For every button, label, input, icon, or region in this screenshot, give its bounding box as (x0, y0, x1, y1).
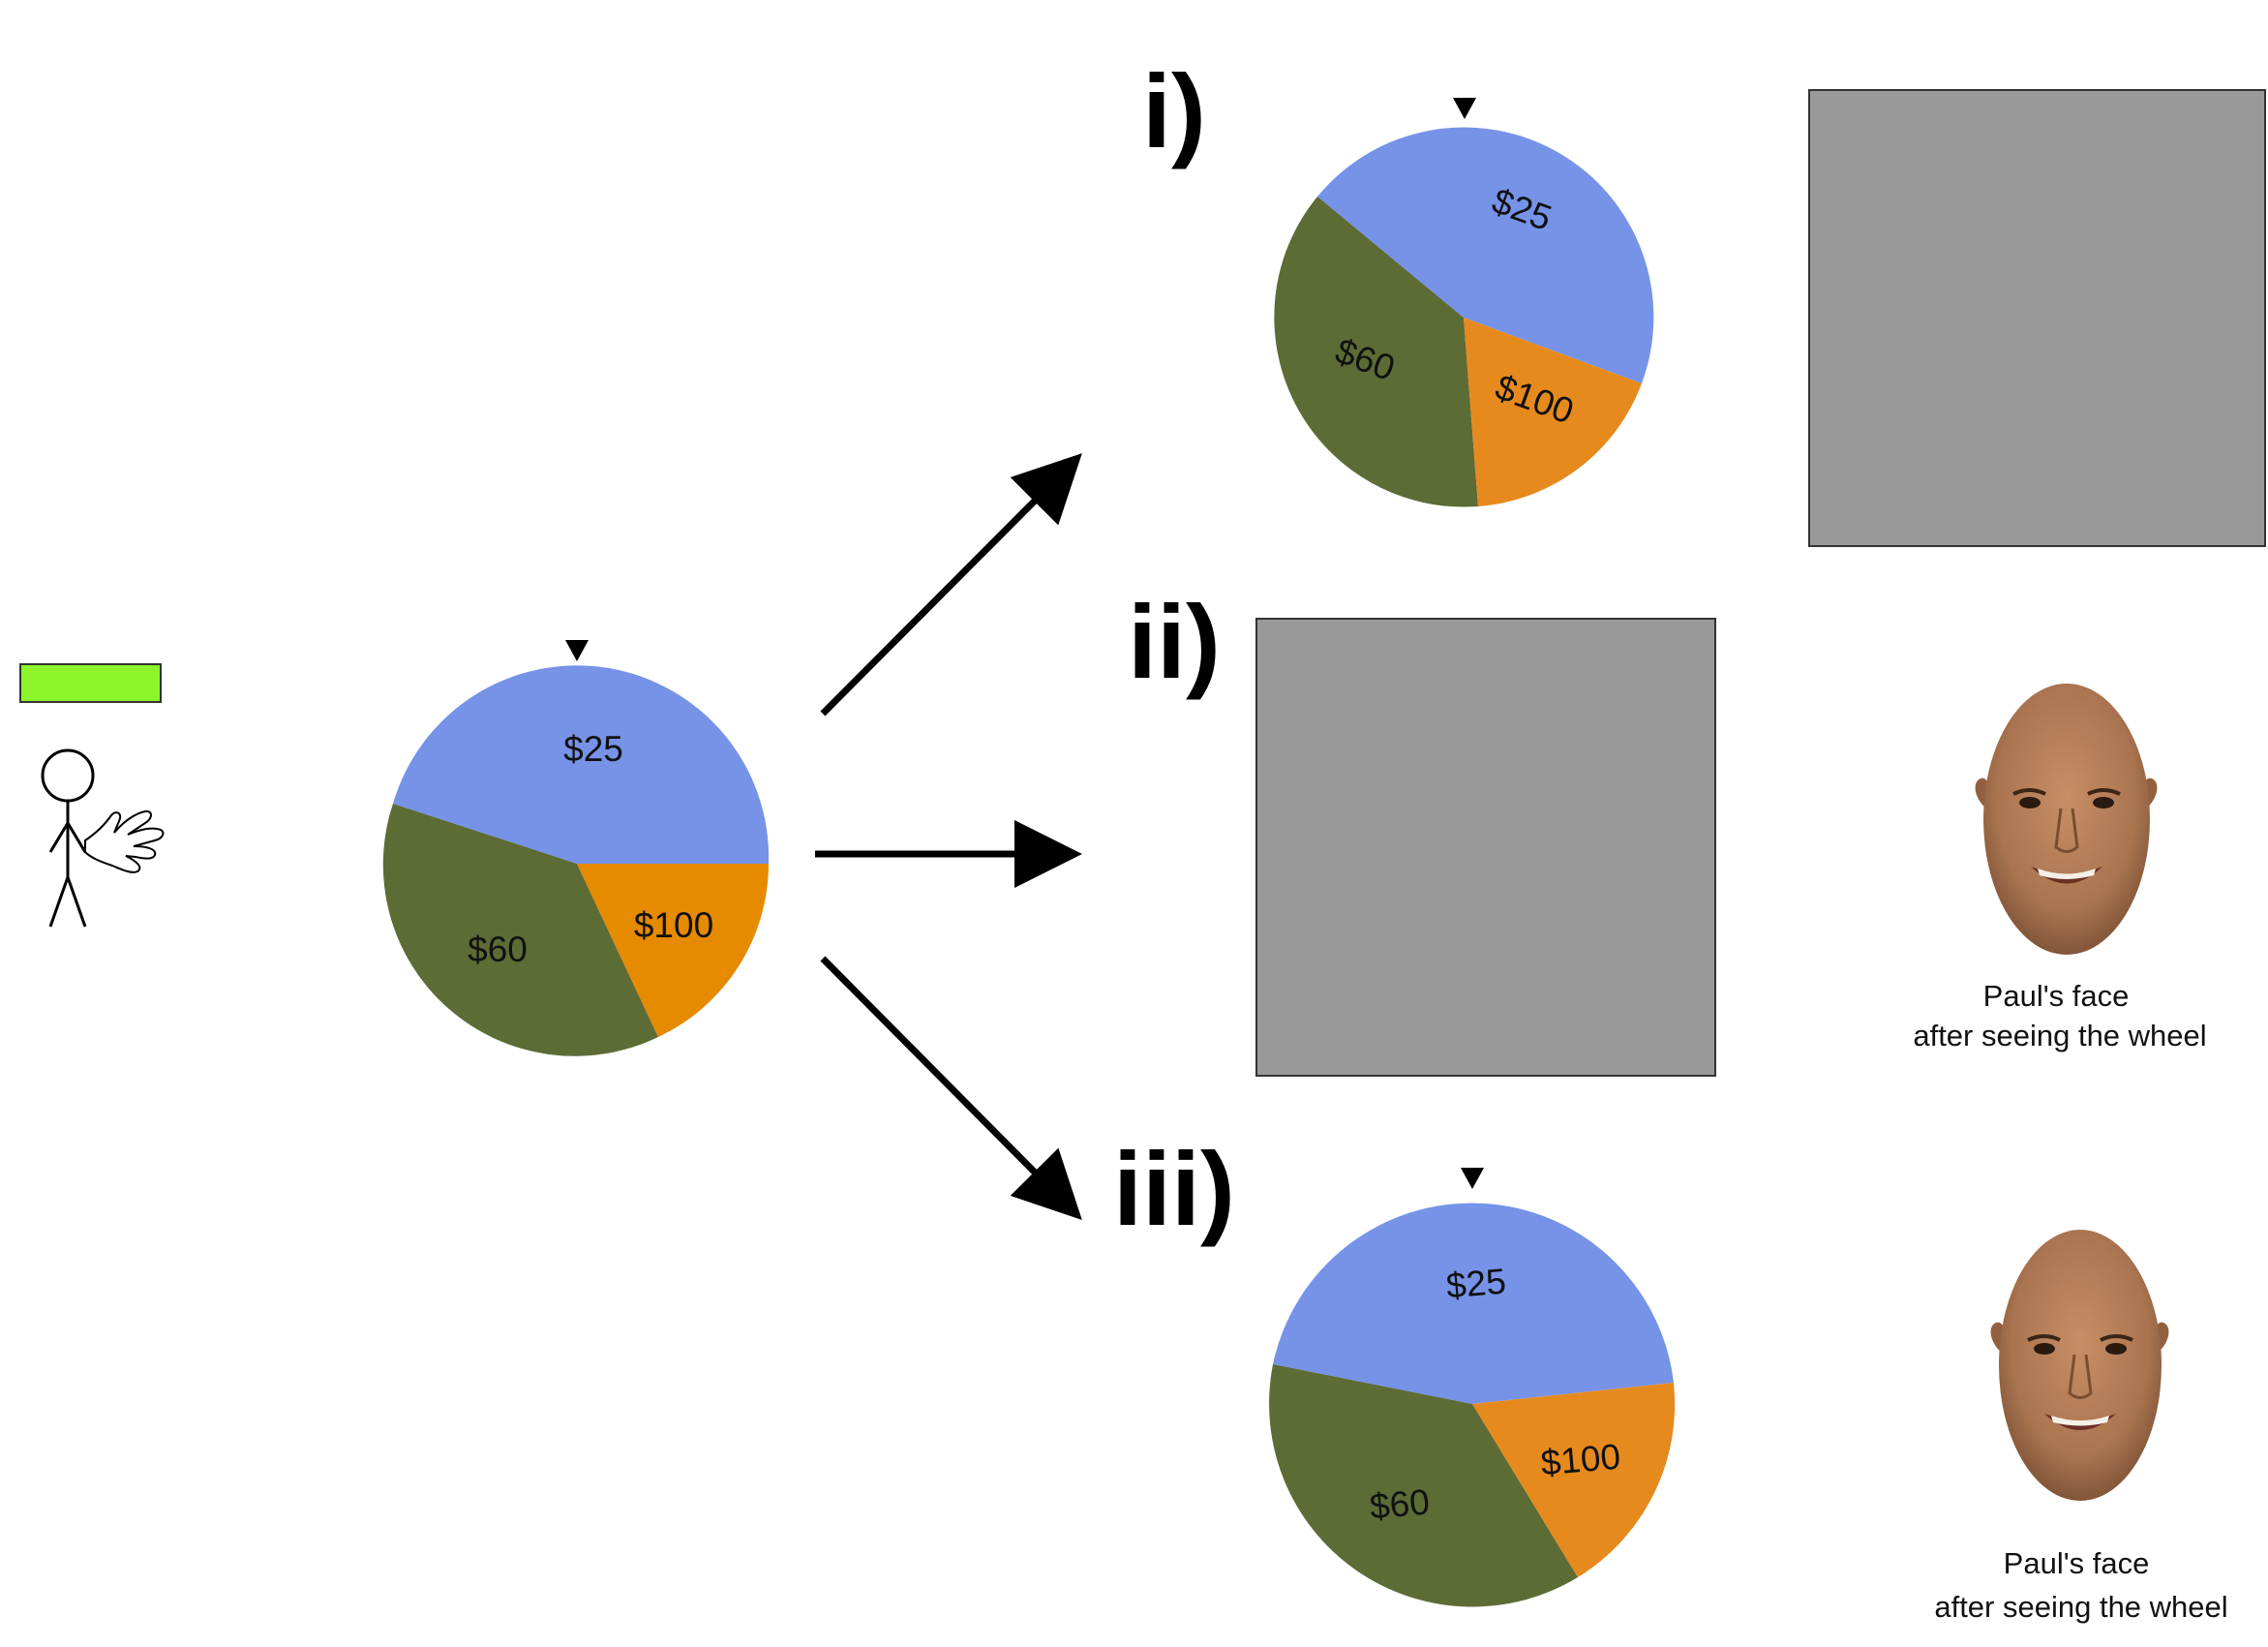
face-icon (1975, 684, 2158, 955)
green-bar (19, 663, 162, 703)
pointer-icon (1453, 98, 1476, 119)
wheel-label-25: $25 (1444, 1261, 1507, 1305)
main-wheel: $25 $60 $100 (382, 640, 770, 1056)
wheel-iii: $25 $60 $100 (1269, 1168, 1676, 1607)
wheel-slice-100 (1472, 1383, 1676, 1577)
pointer-icon (1461, 1168, 1484, 1189)
person-icon (41, 748, 95, 928)
wheel-slice-60 (1269, 1364, 1578, 1607)
wheel-label-60: $60 (468, 930, 528, 969)
wheel-label-25: $25 (563, 729, 623, 769)
wheel-slice-25 (1317, 127, 1654, 384)
panel-label-iii: iii) (1113, 1130, 1235, 1247)
wheel-slice-100 (577, 864, 769, 1037)
caption-line1: Paul's face (1983, 979, 2130, 1013)
caption-line1: Paul's face (2004, 1546, 2150, 1580)
face-icon (1990, 1230, 2169, 1501)
arrow-to-i (820, 453, 1082, 717)
arrows (815, 453, 1082, 1220)
panel-i: $25 $60 $100 (1274, 89, 2266, 547)
panel-label-i: i) (1142, 52, 1206, 169)
actor (19, 663, 165, 928)
wheel-i: $25 $60 $100 (1274, 98, 1654, 507)
caption-line2: after seeing the wheel (1934, 1590, 2227, 1624)
wheel-label-100: $100 (634, 905, 713, 945)
wheel-slice-25 (1273, 1203, 1674, 1404)
gray-face-mask (1808, 89, 2266, 547)
gray-wheel-mask (1255, 618, 1716, 1077)
wheel-slice-60 (382, 804, 658, 1056)
wheel-slice-25 (393, 665, 770, 864)
panel-iii: $25 $60 $100 Paul's face after seeing th… (1269, 1168, 2228, 1624)
panel-ii: Paul's face after seeing the wheel (1255, 618, 2207, 1077)
pointer-icon (565, 640, 589, 661)
panel-label-ii: ii) (1128, 583, 1221, 700)
wheel-slice-60 (1274, 197, 1478, 507)
wheel-slice-100 (1464, 318, 1642, 506)
arrow-to-iii (820, 956, 1082, 1220)
caption-line2: after seeing the wheel (1913, 1019, 2206, 1052)
wheel-label-60: $60 (1368, 1481, 1431, 1526)
wheel-label-100: $100 (1539, 1437, 1622, 1483)
hand-icon (84, 809, 165, 873)
